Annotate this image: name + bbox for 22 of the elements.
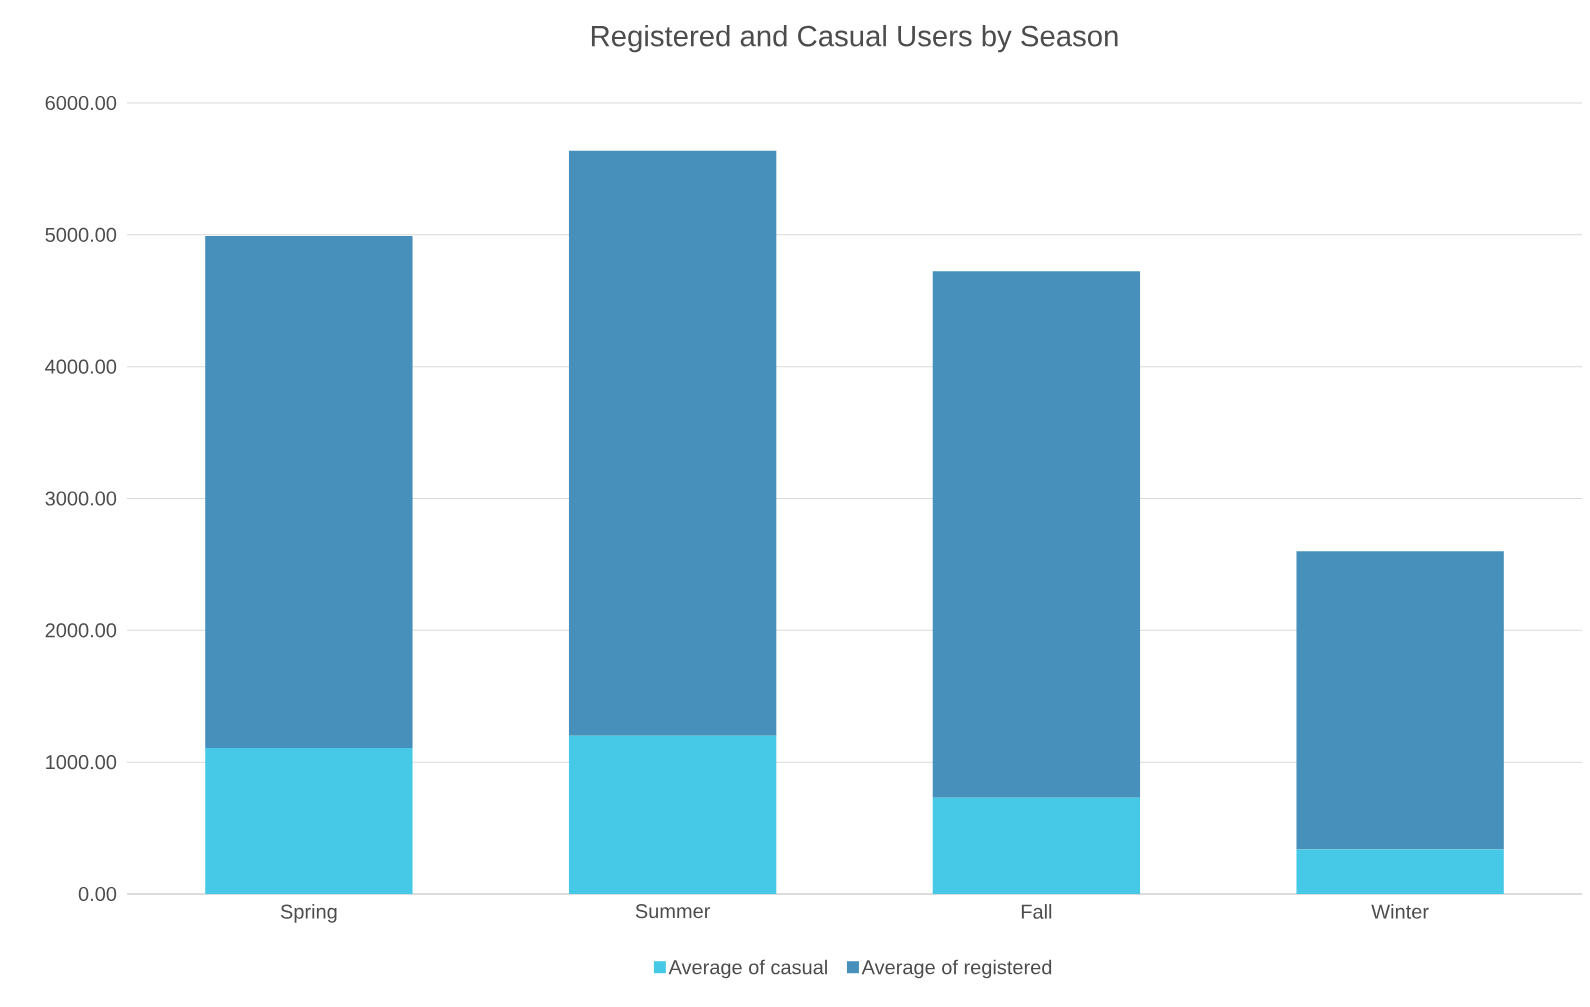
x-tick-label: Summer [635,904,711,919]
y-tick-label: 4000.00 [45,359,117,374]
bar [568,735,777,894]
y-tick-label: 5000.00 [45,227,117,242]
x-tick-label: Spring [280,904,337,923]
x-tick-label: Fall [1021,904,1052,919]
legend-label: Average of registered [861,959,1052,979]
bar [932,797,1141,894]
legend-label: Average of casual [668,959,827,979]
y-tick-label: 6000.00 [45,95,117,111]
bar [1296,849,1504,894]
y-tick-label: 3000.00 [45,491,117,506]
bar [205,235,413,748]
y-tick-label: 1000.00 [46,755,117,770]
y-tick-label: 2000.00 [45,623,117,638]
bar [205,747,413,894]
y-tick-label: 0.00 [78,886,117,902]
bar [1296,551,1504,850]
x-tick-label: Winter [1371,904,1429,919]
bar [932,271,1141,798]
bar [568,150,777,736]
chart-title: Registered and Casual Users by Season [591,24,1118,53]
